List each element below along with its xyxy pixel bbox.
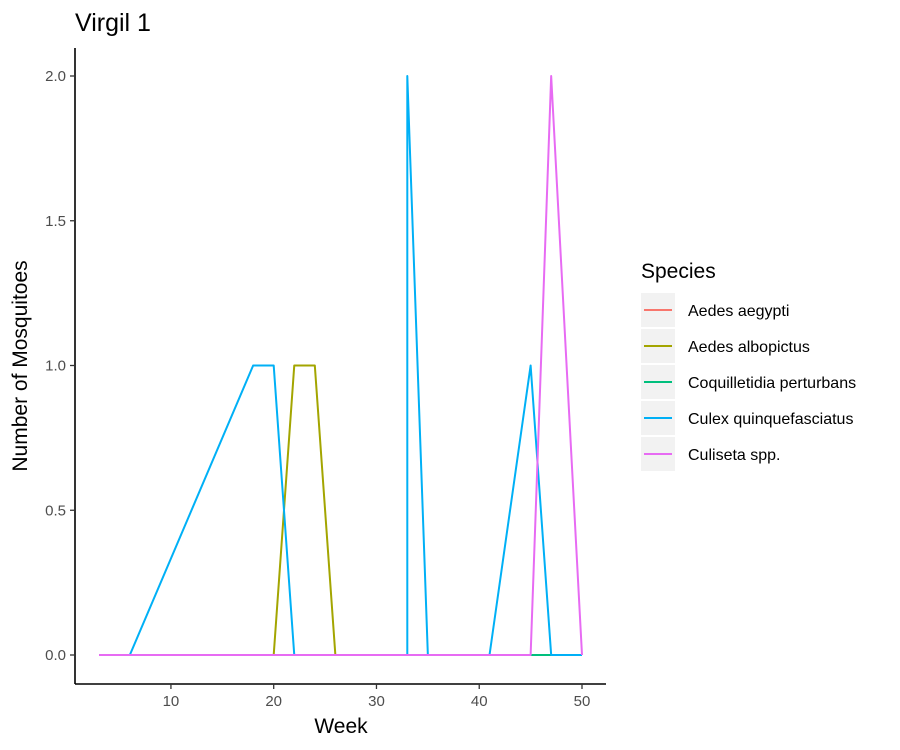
legend-label: Aedes aegypti (688, 303, 789, 320)
y-tick-label: 0.5 (45, 502, 66, 519)
legend-item: Culiseta spp. (641, 437, 781, 471)
y-tick-label: 1.5 (45, 213, 66, 230)
legend-item: Aedes aegypti (641, 293, 789, 327)
x-axis-title: Week (314, 715, 368, 738)
legend-label: Coquilletidia perturbans (688, 375, 856, 392)
legend-item: Culex quinquefasciatus (641, 401, 853, 435)
y-axis-ticks: 0.0 0.5 1.0 1.5 2.0 (45, 68, 75, 664)
chart-title: Virgil 1 (75, 9, 151, 37)
legend-title: Species (641, 260, 716, 283)
legend-item: Aedes albopictus (641, 329, 810, 363)
x-tick-label: 30 (368, 693, 385, 710)
y-tick-label: 2.0 (45, 68, 66, 85)
legend: Species Aedes aegypti Aedes albopictus Coq… (641, 260, 856, 471)
x-tick-label: 40 (471, 693, 488, 710)
legend-item: Coquilletidia perturbans (641, 365, 856, 399)
y-tick-label: 1.0 (45, 358, 66, 375)
x-axis-ticks: 10 20 30 40 50 (163, 684, 591, 710)
legend-label: Culex quinquefasciatus (688, 411, 853, 428)
x-tick-label: 10 (163, 693, 180, 710)
series-line-3 (99, 75, 582, 656)
y-axis-title: Number of Mosquitoes (9, 260, 32, 471)
legend-label: Aedes albopictus (688, 339, 810, 356)
series-line-4 (99, 75, 583, 656)
legend-items: Aedes aegypti Aedes albopictus Coquilletid… (641, 293, 856, 471)
legend-label: Culiseta spp. (688, 447, 781, 464)
plot-area: 0.0 0.5 1.0 1.5 2.0 10 20 30 40 50 (45, 48, 606, 710)
x-tick-label: 20 (265, 693, 282, 710)
x-tick-label: 50 (574, 693, 591, 710)
series-layer (99, 75, 583, 656)
y-tick-label: 0.0 (45, 647, 66, 664)
